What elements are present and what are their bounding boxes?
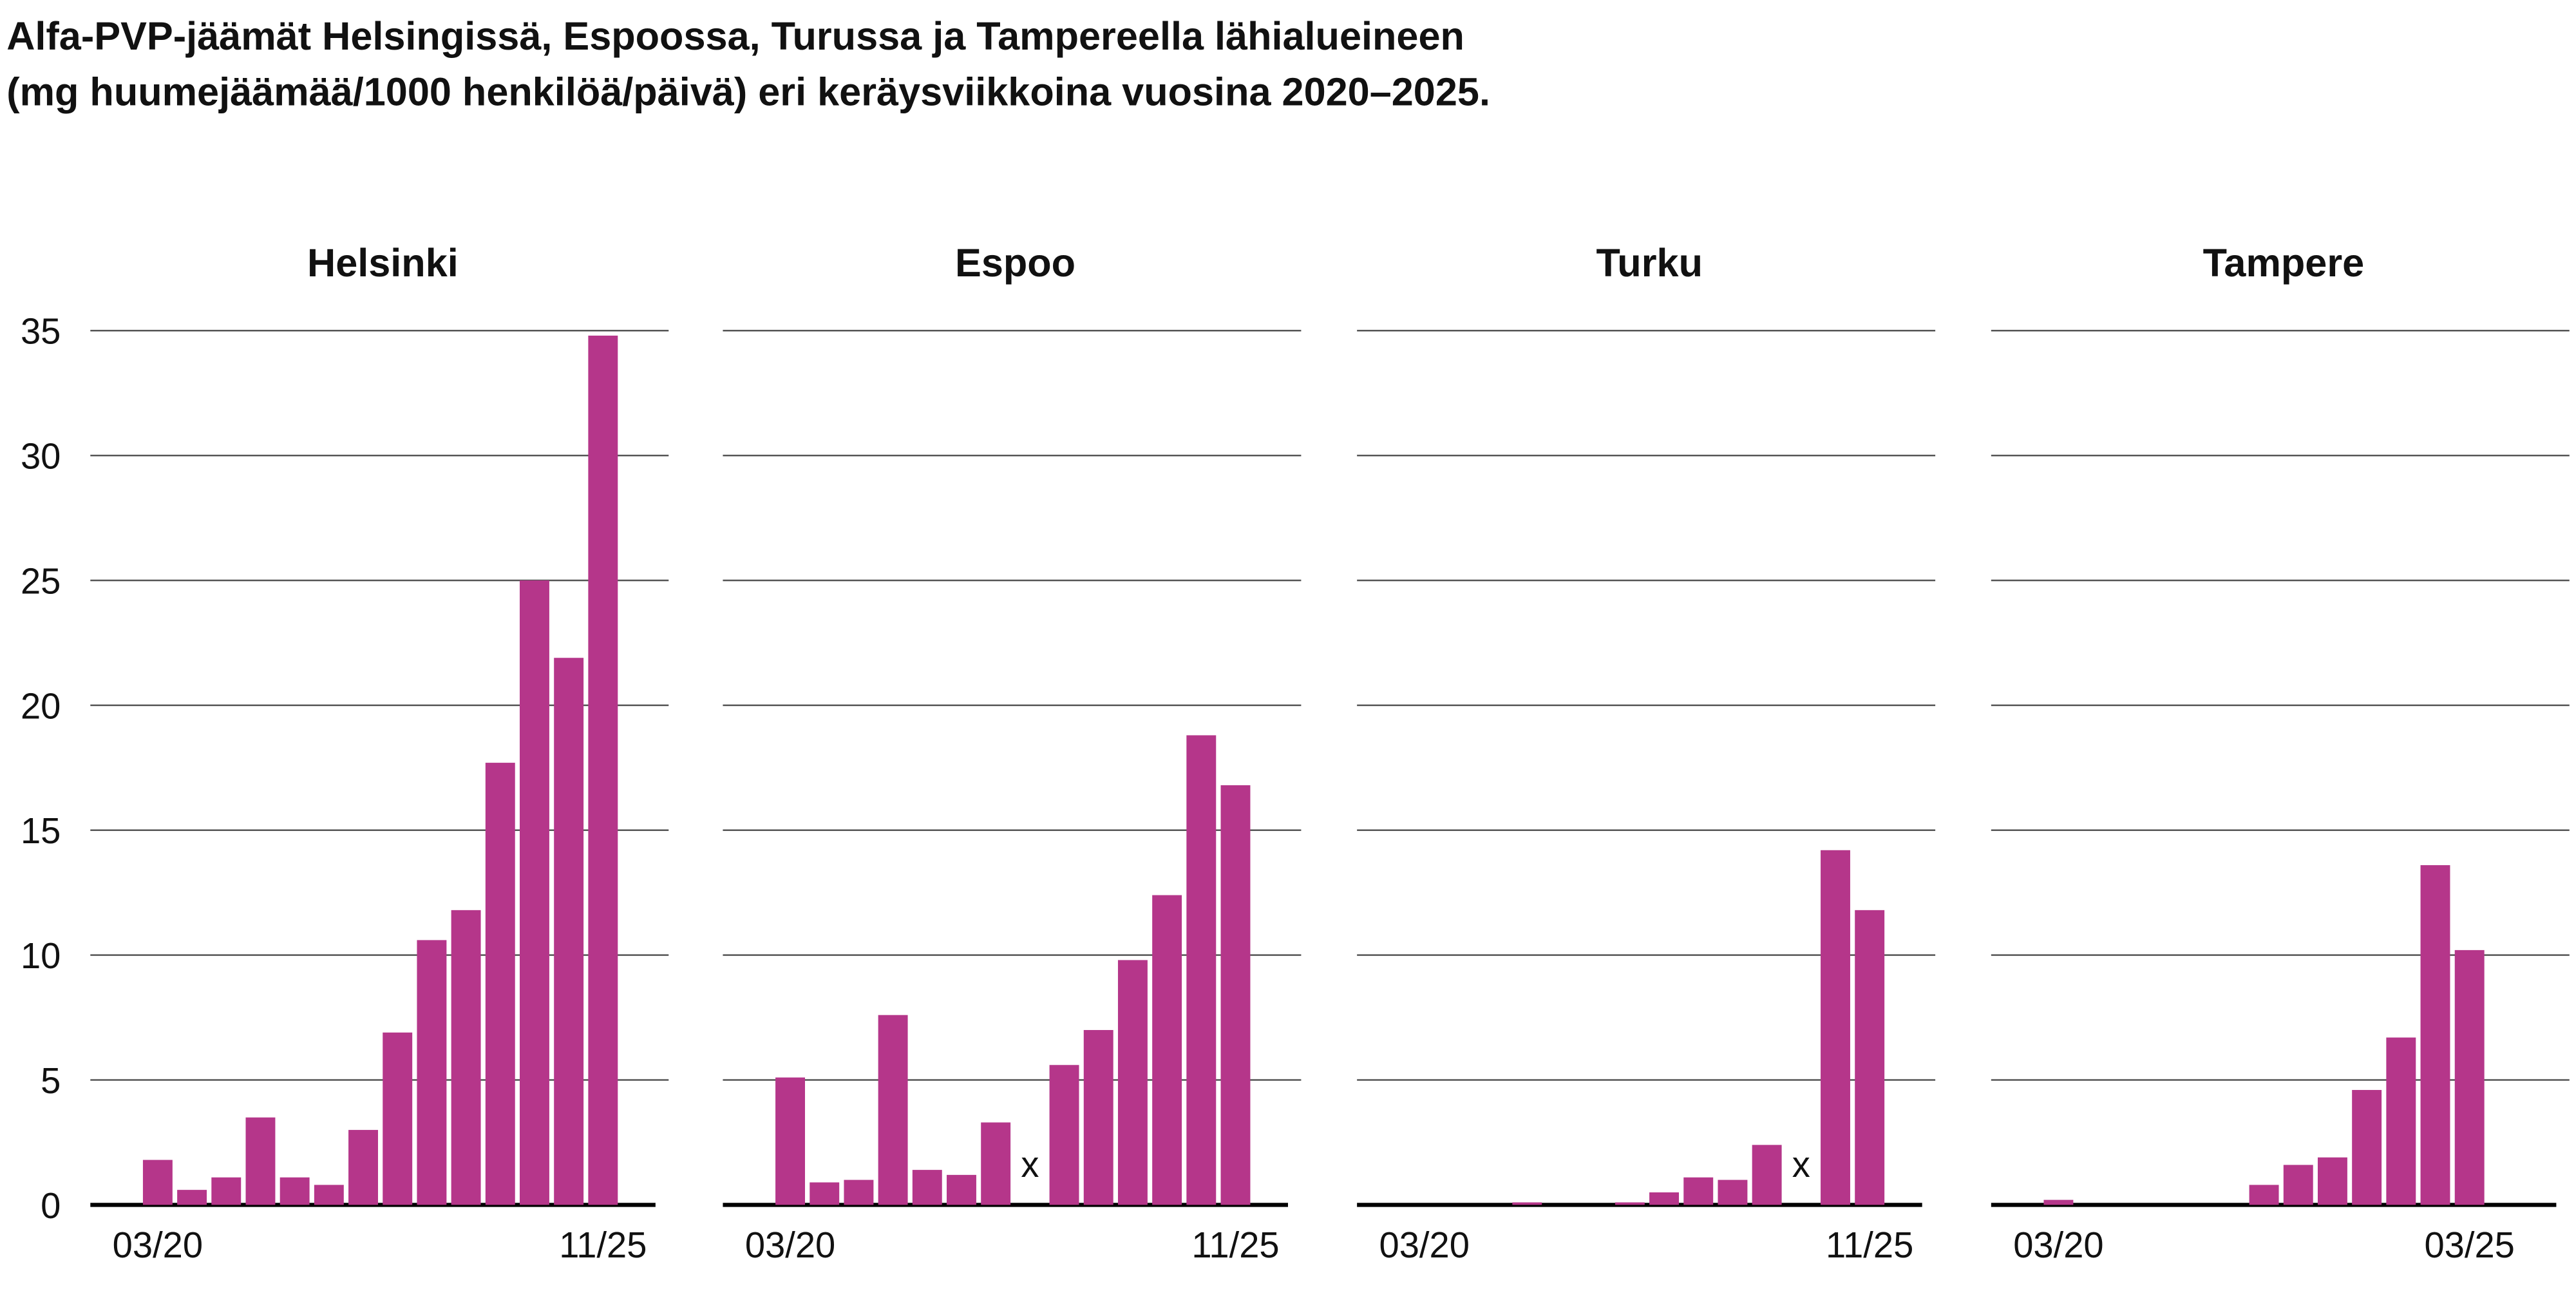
missing-label: x: [1021, 1144, 1039, 1185]
bar: [177, 1190, 207, 1205]
bar: [2352, 1090, 2382, 1205]
x-tick-label: 11/25: [559, 1225, 647, 1265]
x-tick-label: 03/25: [2424, 1225, 2514, 1265]
chart-title: (mg huumejäämää/1000 henkilöä/päivä) eri…: [6, 70, 1490, 114]
bar: [2386, 1037, 2416, 1205]
bar: [485, 763, 515, 1205]
bar: [417, 940, 447, 1205]
bar: [2454, 950, 2485, 1205]
x-tick-label: 11/25: [1191, 1225, 1279, 1265]
y-tick-label: 20: [21, 685, 61, 726]
panel-title: Espoo: [955, 241, 1075, 285]
panel-title: Tampere: [2203, 241, 2365, 285]
bar: [912, 1170, 942, 1205]
bar: [2317, 1157, 2347, 1205]
bar: [981, 1122, 1011, 1205]
bar: [1718, 1179, 1748, 1205]
y-tick-label: 35: [21, 311, 61, 352]
bar: [314, 1185, 344, 1205]
bar: [947, 1174, 976, 1205]
bar: [2420, 865, 2450, 1205]
x-tick-label: 03/20: [745, 1225, 835, 1265]
bar: [1821, 850, 1850, 1205]
panel-title: Turku: [1596, 241, 1703, 285]
bar: [1615, 1202, 1645, 1205]
y-tick-label: 25: [21, 560, 61, 601]
bar: [279, 1177, 310, 1205]
x-tick-label: 03/20: [113, 1225, 203, 1265]
bar: [383, 1032, 413, 1205]
y-tick-label: 10: [21, 935, 61, 976]
bar: [142, 1160, 173, 1205]
bar: [1855, 910, 1885, 1205]
x-tick-label: 11/25: [1826, 1225, 1913, 1265]
bar: [844, 1179, 874, 1205]
bar: [1117, 960, 1148, 1205]
bar: [1649, 1192, 1680, 1205]
bar: [878, 1015, 908, 1205]
bar: [2043, 1199, 2074, 1205]
bar: [520, 580, 549, 1205]
bar: [2283, 1165, 2313, 1205]
bar: [1049, 1065, 1079, 1205]
bar: [1220, 785, 1251, 1205]
bar: [588, 336, 618, 1205]
bar: [810, 1182, 840, 1205]
panel-title: Helsinki: [307, 241, 459, 285]
missing-label: x: [1792, 1144, 1810, 1185]
bar: [1683, 1177, 1714, 1205]
bar: [2249, 1185, 2279, 1205]
y-tick-label: 15: [21, 810, 61, 851]
bar: [211, 1177, 242, 1205]
bar: [451, 910, 481, 1205]
bar: [1152, 895, 1182, 1205]
x-tick-label: 03/20: [1379, 1225, 1470, 1265]
y-tick-label: 5: [41, 1060, 61, 1101]
y-tick-label: 0: [41, 1185, 61, 1226]
bar: [1752, 1145, 1782, 1205]
y-tick-label: 30: [21, 436, 61, 477]
bar: [1083, 1029, 1113, 1205]
chart-title: Alfa-PVP-jäämät Helsingissä, Espoossa, T…: [6, 14, 1464, 58]
bar: [1186, 735, 1217, 1205]
x-tick-label: 03/20: [2013, 1225, 2103, 1265]
bar: [1512, 1202, 1542, 1205]
bar: [245, 1117, 276, 1205]
bar: [554, 658, 584, 1205]
bar: [348, 1130, 378, 1205]
bar: [775, 1077, 805, 1205]
